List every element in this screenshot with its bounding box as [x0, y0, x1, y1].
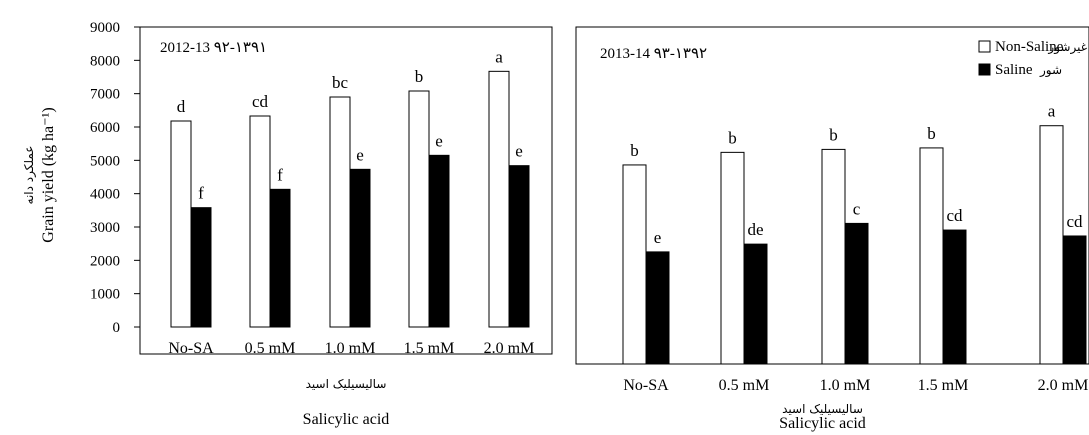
significance-letter: cd — [1066, 212, 1083, 231]
non-saline-bar — [329, 96, 351, 328]
significance-letter: e — [356, 145, 364, 164]
saline-bar — [190, 207, 212, 328]
plot-frame-1 — [139, 26, 553, 355]
non-saline-bar — [821, 148, 846, 365]
x-axis-label-fa: سالیسیلیک اسید — [782, 402, 863, 416]
y-tick-label: 6000 — [90, 120, 120, 136]
y-tick-label: 7000 — [90, 87, 120, 103]
x-category-label: No-SA — [168, 340, 214, 357]
y-tick-label: 0 — [113, 320, 121, 336]
legend-label-saline-fa: شور — [1039, 63, 1062, 78]
x-category-label: 2.0 mM — [1038, 377, 1089, 394]
significance-letter: b — [728, 128, 737, 147]
x-category-label: 0.5 mM — [245, 340, 296, 357]
non-saline-bar — [170, 120, 192, 328]
saline-bar — [844, 222, 869, 365]
saline-bar — [743, 243, 768, 365]
significance-letter: b — [415, 67, 424, 86]
significance-letter: e — [515, 142, 523, 161]
significance-letter: cd — [946, 206, 963, 225]
legend-label-non-saline-fa: غیرشور — [1047, 40, 1087, 55]
significance-letter: d — [177, 97, 186, 116]
x-category-label: 1.0 mM — [325, 340, 376, 357]
y-tick-label: 4000 — [90, 187, 120, 203]
significance-letter: b — [630, 141, 639, 160]
saline-bar — [269, 188, 291, 328]
saline-bar — [508, 165, 530, 328]
non-saline-bar — [622, 164, 647, 365]
non-saline-bar — [720, 151, 745, 365]
panel-title: 2013-14 ۹۳-۱۳۹۲ — [600, 46, 707, 62]
y-tick-label: 5000 — [90, 153, 120, 169]
y-axis-label: Grain yield (kg ha⁻¹) — [40, 107, 57, 242]
significance-letter: cd — [252, 92, 269, 111]
legend-label-saline: Saline — [995, 62, 1033, 78]
significance-letter: b — [829, 125, 838, 144]
x-category-label: 1.5 mM — [918, 377, 969, 394]
legend-swatch-non-saline — [978, 40, 991, 53]
non-saline-bar — [1039, 125, 1064, 365]
significance-letter: e — [654, 228, 662, 247]
saline-bar — [428, 154, 450, 328]
panel-title: 2012-13 ۹۲-۱۳۹۱ — [160, 40, 267, 56]
x-axis-label-fa: سالیسیلیک اسید — [306, 377, 387, 391]
non-saline-bar — [249, 115, 271, 328]
significance-letter: b — [927, 124, 936, 143]
x-category-label: No-SA — [623, 377, 669, 394]
saline-bar — [942, 229, 967, 365]
legend-swatch-saline — [978, 63, 991, 76]
non-saline-bar — [919, 147, 944, 365]
significance-letter: a — [1048, 102, 1056, 121]
y-tick-label: 8000 — [90, 53, 120, 69]
x-category-label: 0.5 mM — [719, 377, 770, 394]
x-category-label: 1.5 mM — [404, 340, 455, 357]
legend-label-non-saline: Non-Saline — [995, 39, 1064, 55]
significance-letter: bc — [332, 73, 349, 92]
x-category-label: 1.0 mM — [820, 377, 871, 394]
saline-bar — [349, 168, 371, 328]
y-tick-label: 2000 — [90, 253, 120, 269]
x-axis-label: Salicylic acid — [303, 411, 390, 428]
significance-letter: e — [435, 131, 443, 150]
non-saline-bar — [488, 70, 510, 328]
non-saline-bar — [408, 90, 430, 328]
x-category-label: 2.0 mM — [484, 340, 535, 357]
saline-bar — [1062, 235, 1087, 365]
y-tick-label: 9000 — [90, 20, 120, 36]
significance-letter: f — [198, 184, 204, 203]
significance-letter: f — [277, 165, 283, 184]
significance-letter: c — [853, 199, 861, 218]
x-axis-label: Salicylic acid — [779, 415, 866, 432]
significance-letter: de — [747, 220, 763, 239]
saline-bar — [645, 251, 670, 365]
y-tick-label: 3000 — [90, 220, 120, 236]
y-tick-label: 1000 — [90, 287, 120, 303]
y-axis-label-fa: عملکرد دانه — [22, 146, 37, 205]
significance-letter: a — [495, 47, 503, 66]
